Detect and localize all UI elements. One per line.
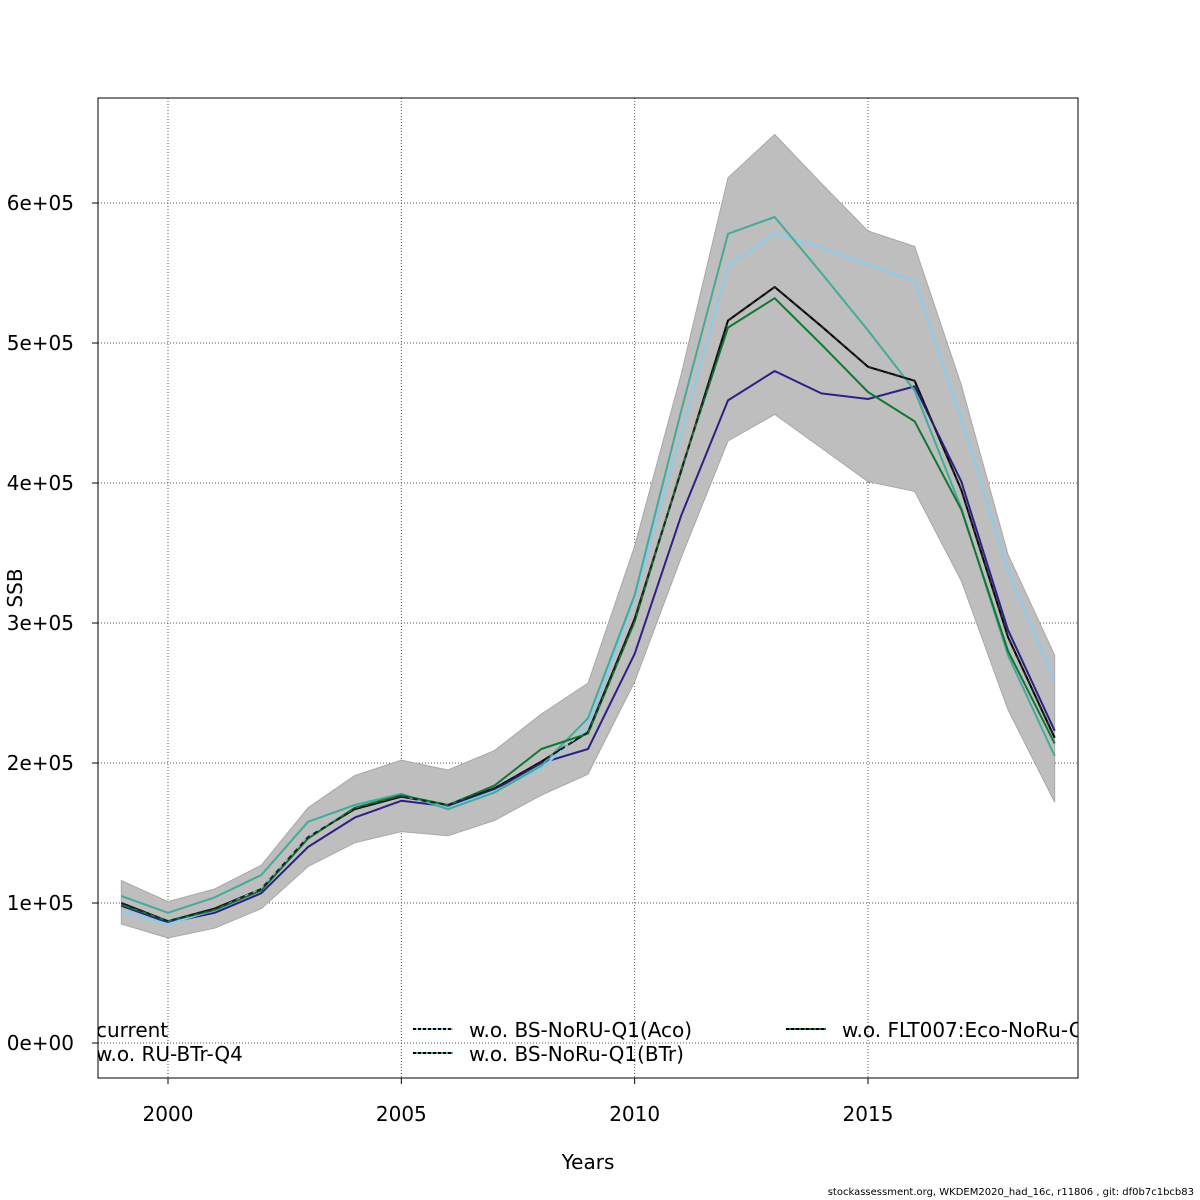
x-tick-label: 2010 (609, 1102, 660, 1126)
confidence-band-layer (121, 134, 1054, 938)
legend-label: current (96, 1018, 168, 1042)
legend-label: w.o. FLT007:Eco-NoRu-Q (842, 1018, 1085, 1042)
x-tick-label: 2000 (143, 1102, 194, 1126)
ssb-chart: current w.o. BS-NoRU-Q1(Aco) w.o. FLT007:E… (0, 0, 1200, 1200)
confidence-band (121, 134, 1054, 938)
series-line-5 (121, 287, 1054, 921)
legend-label: w.o. BS-NoRu-Q1(BTr) (469, 1042, 684, 1066)
footer-credit: stockassessment.org, WKDEM2020_had_16c, … (828, 1187, 1194, 1198)
y-axis: 0e+00 1e+05 2e+05 3e+05 4e+05 5e+05 6e+05 (7, 191, 98, 1055)
grid-lines (98, 98, 1078, 1078)
x-tick-label: 2005 (376, 1102, 427, 1126)
plot-frame (98, 98, 1078, 1078)
x-axis-title: Years (561, 1150, 615, 1174)
legend: current w.o. BS-NoRU-Q1(Aco) w.o. FLT007:E… (96, 1018, 1085, 1066)
y-tick-label: 3e+05 (7, 611, 74, 635)
y-tick-label: 2e+05 (7, 751, 74, 775)
legend-label: w.o. BS-NoRU-Q1(Aco) (469, 1018, 692, 1042)
x-tick-label: 2015 (843, 1102, 894, 1126)
y-tick-label: 5e+05 (7, 331, 74, 355)
y-tick-label: 1e+05 (7, 891, 74, 915)
y-axis-title: SSB (3, 568, 27, 607)
legend-label: w.o. RU-BTr-Q4 (96, 1042, 243, 1066)
y-tick-label: 4e+05 (7, 471, 74, 495)
y-tick-label: 6e+05 (7, 191, 74, 215)
x-axis: 2000 2005 2010 2015 (143, 1078, 894, 1126)
y-tick-label: 0e+00 (7, 1031, 74, 1055)
